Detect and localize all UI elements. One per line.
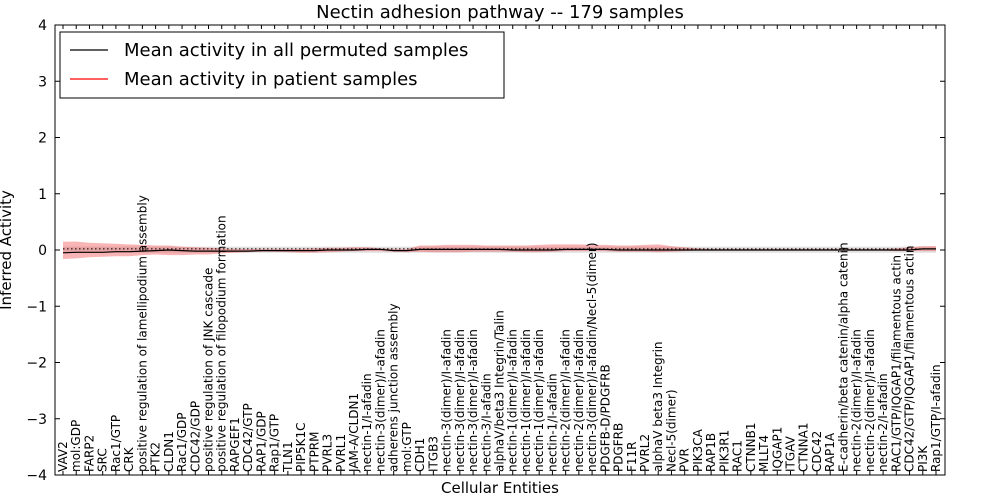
y-tick-label: 1 (38, 187, 47, 203)
x-category-label: mol:GDP (69, 420, 83, 472)
x-category-label: TLN1 (281, 441, 295, 473)
x-category-label: positive regulation of filopodium format… (215, 215, 229, 472)
x-category-label: nectin-3(dimer)/I-afadin (374, 329, 388, 472)
x-category-label: IQGAP1 (770, 427, 784, 472)
x-category-label: JAM-A/CLDN1 (347, 393, 361, 473)
x-category-label: nectin-2/I-afadin (876, 373, 890, 472)
x-category-label: CDC42/GTP/IQGAP1/filamentous actin (903, 246, 917, 472)
x-category-label: ITGAV (784, 435, 798, 472)
patient-mean-line (62, 248, 936, 254)
x-category-label: adherens junction assembly (387, 303, 401, 472)
x-category-label: RAP1A (823, 432, 837, 472)
x-category-label: PIP5K1C (294, 422, 308, 472)
y-axis-label: Inferred Activity (0, 190, 15, 310)
x-category-label: PIK3CA (691, 428, 705, 472)
x-category-label: Rap1/GTP/I-afadin (929, 364, 943, 472)
x-category-label: nectin-3(dimer)/I-afadin (466, 329, 480, 472)
x-category-label: PVRL2 (638, 434, 652, 472)
legend-box (59, 31, 505, 99)
x-category-label: PTPRM (307, 432, 321, 473)
y-tick-label: 3 (38, 74, 47, 90)
x-category-label: RAP1/GDP (254, 411, 268, 472)
x-category-label: SRC (96, 448, 110, 472)
y-tick-label: −2 (26, 356, 47, 372)
x-category-label: alphaV beta3 Integrin (651, 341, 665, 472)
chart-title: Nectin adhesion pathway -- 179 samples (316, 2, 684, 23)
x-category-label: nectin-3(dimer)/I-afadin/Necl-5(dimer) (585, 242, 599, 472)
y-tick-label: 2 (38, 131, 47, 147)
y-axis-ticks: 4 3 2 1 0 −1 −2 −3 −4 (26, 18, 945, 484)
x-category-label: nectin-2(dimer)/I-afadin (572, 329, 586, 472)
y-tick-label: 4 (38, 18, 47, 34)
y-tick-label: −3 (26, 412, 47, 428)
legend-label-patient: Mean activity in patient samples (124, 69, 418, 90)
x-category-label: alphaV/beta3 Integrin/Talin (493, 310, 507, 472)
x-category-label: RAP1B (704, 433, 718, 472)
x-category-label: Rap1/GTP (268, 414, 282, 472)
y-tick-label: −4 (26, 468, 47, 484)
x-category-label: CDC42/GTP (241, 403, 255, 472)
x-category-label: CTNNB1 (744, 422, 758, 472)
x-category-label: nectin-3(dimer)/I-afadin (453, 329, 467, 472)
x-category-label: nectin-2(dimer)/I-afadin (863, 329, 877, 472)
x-category-label: nectin-3/I-afadin (479, 373, 493, 472)
y-tick-label: −1 (26, 299, 47, 315)
x-category-label: PVRL3 (321, 434, 335, 472)
x-category-label: CLDN1 (162, 431, 176, 472)
x-category-label: positive regulation of lamellipodium ass… (135, 195, 149, 472)
x-category-label: PTK2 (149, 442, 163, 472)
x-category-label: mol:GTP (400, 422, 414, 472)
x-category-label: E-cadherin/beta catenin/alpha catenin (836, 242, 850, 472)
x-category-label: PDGFRB (612, 423, 626, 472)
x-category-label: PDGFB-D/PDGFRB (598, 364, 612, 472)
x-category-label: nectin-1/I-afadin (545, 373, 559, 472)
x-axis-category-labels: VAV2 mol:GDP FARP2 SRC Rac1/GTP CRK positive r… (56, 25, 943, 475)
x-category-label: nectin-1(dimer)/I-afadin (519, 329, 533, 472)
x-category-label: PI3K (916, 445, 930, 472)
x-category-label: positive regulation of JNK cascade (202, 268, 216, 472)
legend: Mean activity in all permuted samples Me… (59, 31, 505, 99)
x-category-label: nectin-3(dimer)/I-afadin (440, 329, 454, 472)
x-axis-label: Cellular Entities (441, 479, 559, 497)
x-category-label: Necl-5(dimer) (665, 389, 679, 472)
x-category-label: CDC42/GDP (188, 401, 202, 472)
x-category-label: ITGB3 (426, 436, 440, 472)
x-category-label: CDC42 (810, 431, 824, 472)
x-category-label: PIK3R1 (717, 430, 731, 472)
x-category-label: RAC1/GTP/IQGAP1/filamentous actin (889, 255, 903, 472)
x-category-label: nectin-1/I-afadin (360, 373, 374, 472)
x-category-label: VAV2 (56, 441, 70, 472)
x-category-label: nectin-2(dimer)/I-afadin (559, 329, 573, 472)
x-category-label: nectin-1(dimer)/I-afadin (506, 329, 520, 472)
y-tick-label: 0 (38, 243, 47, 259)
x-category-label: RAPGEF1 (228, 417, 242, 472)
x-category-label: FARP2 (83, 435, 97, 472)
x-category-label: nectin-1(dimer)/I-afadin (532, 329, 546, 472)
x-category-label: CTNNA1 (797, 422, 811, 472)
legend-label-permuted: Mean activity in all permuted samples (124, 40, 468, 61)
patient-band (63, 241, 936, 259)
x-category-label: MLLT4 (757, 435, 771, 472)
series-lines (62, 248, 936, 254)
x-category-label: CDH1 (413, 438, 427, 472)
x-category-label: F11R (625, 441, 639, 472)
x-category-label: Rac1/GTP (109, 415, 123, 472)
x-category-label: PVR (678, 448, 692, 472)
x-category-label: PVRL1 (334, 434, 348, 472)
x-category-label: RAC1 (731, 440, 745, 472)
x-category-label: Rac1/GDP (175, 413, 189, 472)
x-category-label: nectin-2(dimer)/I-afadin (850, 329, 864, 472)
x-category-label: CRK (122, 446, 136, 472)
